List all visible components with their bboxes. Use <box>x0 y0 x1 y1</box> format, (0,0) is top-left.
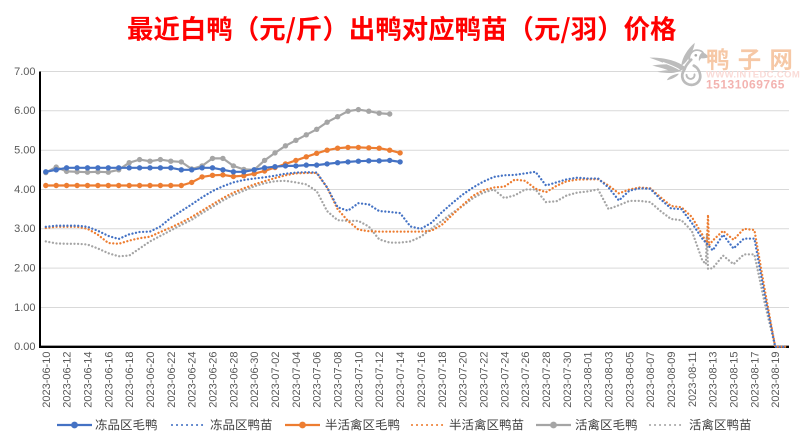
svg-text:2023-06-12: 2023-06-12 <box>62 352 74 408</box>
svg-text:2023-08-07: 2023-08-07 <box>645 352 657 408</box>
svg-text:2023-07-22: 2023-07-22 <box>478 352 490 408</box>
svg-text:2.00: 2.00 <box>14 263 35 275</box>
svg-text:2023-06-16: 2023-06-16 <box>103 352 115 408</box>
svg-text:2023-08-09: 2023-08-09 <box>666 352 678 408</box>
svg-text:2023-08-11: 2023-08-11 <box>687 352 699 407</box>
svg-text:2023-07-26: 2023-07-26 <box>520 352 532 408</box>
svg-text:2023-07-02: 2023-07-02 <box>270 352 282 408</box>
svg-text:2023-06-14: 2023-06-14 <box>83 352 95 408</box>
svg-text:15131069765: 15131069765 <box>706 78 785 92</box>
svg-text:5.00: 5.00 <box>14 145 35 157</box>
svg-text:2023-08-17: 2023-08-17 <box>749 352 761 408</box>
svg-text:2023-08-15: 2023-08-15 <box>729 352 741 408</box>
svg-text:2023-08-19: 2023-08-19 <box>770 352 782 408</box>
svg-text:2023-06-30: 2023-06-30 <box>249 352 261 408</box>
svg-text:2023-08-13: 2023-08-13 <box>708 352 720 408</box>
svg-text:2023-06-22: 2023-06-22 <box>166 352 178 408</box>
svg-text:2023-07-24: 2023-07-24 <box>499 352 511 408</box>
svg-text:2023-08-05: 2023-08-05 <box>624 352 636 408</box>
svg-text:2023-07-28: 2023-07-28 <box>541 352 553 408</box>
svg-text:2023-08-03: 2023-08-03 <box>604 352 616 408</box>
svg-text:6.00: 6.00 <box>14 105 35 117</box>
svg-text:7.00: 7.00 <box>14 66 35 78</box>
svg-text:2023-07-08: 2023-07-08 <box>333 352 345 408</box>
svg-text:2023-07-04: 2023-07-04 <box>291 352 303 408</box>
svg-text:4.00: 4.00 <box>14 184 35 196</box>
svg-text:2023-07-20: 2023-07-20 <box>458 352 470 408</box>
svg-text:2023-06-20: 2023-06-20 <box>145 352 157 408</box>
svg-text:0.00: 0.00 <box>14 341 35 353</box>
svg-text:2023-07-30: 2023-07-30 <box>562 352 574 408</box>
svg-text:WWW.INTEDC.COM: WWW.INTEDC.COM <box>706 70 800 81</box>
svg-text:2023-08-01: 2023-08-01 <box>583 352 595 408</box>
svg-text:2023-07-10: 2023-07-10 <box>353 352 365 408</box>
svg-text:2023-06-28: 2023-06-28 <box>228 352 240 408</box>
svg-text:3.00: 3.00 <box>14 223 35 235</box>
svg-text:2023-06-10: 2023-06-10 <box>41 352 53 408</box>
svg-text:2023-06-26: 2023-06-26 <box>208 352 220 408</box>
svg-text:2023-07-16: 2023-07-16 <box>416 352 428 408</box>
svg-text:2023-07-18: 2023-07-18 <box>437 352 449 408</box>
svg-text:2023-07-06: 2023-07-06 <box>312 352 324 408</box>
svg-text:2023-07-14: 2023-07-14 <box>395 352 407 408</box>
svg-text:2023-06-18: 2023-06-18 <box>124 352 136 408</box>
svg-text:2023-06-24: 2023-06-24 <box>187 352 199 408</box>
svg-text:2023-07-12: 2023-07-12 <box>374 352 386 408</box>
svg-text:1.00: 1.00 <box>14 302 35 314</box>
